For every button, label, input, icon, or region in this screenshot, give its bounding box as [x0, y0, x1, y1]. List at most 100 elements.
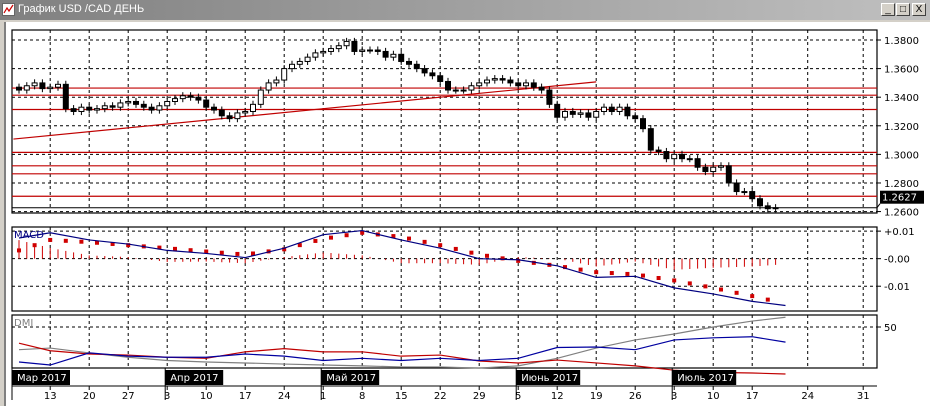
candle-body	[616, 106, 623, 112]
candle	[546, 86, 553, 108]
macd-signal-dot	[110, 241, 115, 246]
macd-axis-label: +0.01	[884, 227, 915, 238]
candle-body	[679, 153, 685, 160]
date-tick-label: 24	[278, 391, 291, 402]
candle-body	[156, 105, 163, 111]
candle	[187, 92, 194, 101]
title-bar: График USD /CAD ДЕНЬ _ □ X	[0, 0, 930, 20]
macd-signal-dot	[391, 234, 396, 239]
candle-body	[242, 110, 249, 114]
candle	[86, 103, 93, 114]
macd-signal-dot	[407, 236, 411, 241]
dmi-minus-di-line	[18, 342, 786, 375]
macd-signal-dot	[734, 290, 739, 295]
candle	[421, 65, 428, 77]
candle	[218, 106, 225, 120]
close-button[interactable]: X	[912, 3, 926, 16]
macd-signal-dot	[703, 284, 708, 289]
candle-body	[351, 40, 358, 52]
candle	[312, 49, 319, 61]
candle-body	[273, 79, 280, 84]
candle	[530, 79, 537, 91]
candle-body	[16, 86, 22, 91]
candle	[125, 97, 132, 107]
candle-body	[733, 182, 740, 193]
candle-body	[218, 109, 225, 117]
candle	[226, 112, 233, 123]
candle	[554, 100, 561, 121]
macd-signal-dot	[656, 276, 661, 281]
candle	[242, 107, 249, 117]
candle-body	[546, 89, 553, 105]
candle	[710, 163, 717, 176]
candle	[437, 72, 444, 86]
price-axis-label: 1.2800	[884, 179, 919, 190]
candle	[335, 42, 342, 53]
macd-signal-dot	[344, 233, 349, 238]
candle-body	[31, 82, 38, 87]
candle	[172, 95, 178, 106]
price-axis-label: 1.3600	[884, 65, 919, 76]
candle	[39, 79, 46, 93]
month-label-box	[321, 370, 380, 385]
candle-body	[140, 103, 147, 108]
macd-signal-dot	[157, 245, 162, 250]
candle	[491, 75, 498, 84]
window-title: График USD /CAD ДЕНЬ	[18, 3, 145, 15]
candle-body	[148, 106, 155, 111]
candle-body	[562, 110, 568, 118]
macd-signal-dot	[672, 278, 677, 283]
macd-signal-dot	[251, 251, 255, 256]
candle	[702, 163, 709, 176]
candle-body	[367, 49, 373, 52]
candle-body	[702, 166, 709, 173]
candle	[320, 47, 327, 57]
candle	[234, 109, 241, 123]
candle	[507, 76, 514, 87]
candle	[679, 150, 685, 163]
date-tick-label: 22	[434, 391, 447, 402]
macd-signal-dot	[641, 273, 645, 278]
candle	[655, 146, 662, 156]
month-label: Мар 2017	[17, 373, 67, 384]
candle-body	[133, 100, 139, 105]
macd-signal-dot	[360, 230, 365, 235]
macd-label: MACD	[14, 230, 44, 241]
candle	[328, 45, 334, 56]
date-tick-label: 17	[239, 391, 252, 402]
candle	[413, 60, 420, 73]
candle	[250, 100, 256, 116]
candle-body	[491, 78, 498, 81]
date-tick-label: 12	[551, 391, 564, 402]
candle-body	[445, 80, 451, 91]
candle-body	[530, 82, 537, 88]
date-tick-label: 20	[83, 391, 96, 402]
macd-signal-dot	[609, 271, 614, 276]
candle-body	[718, 165, 724, 168]
candle-body	[764, 205, 771, 210]
candle	[663, 147, 670, 163]
candle	[94, 105, 100, 114]
macd-signal-dot	[126, 243, 131, 248]
date-tick-label: 17	[746, 391, 759, 402]
candle-body	[468, 85, 475, 91]
date-tick-label: 8	[359, 391, 365, 402]
candle	[281, 65, 288, 84]
candle-body	[390, 53, 397, 58]
maximize-button[interactable]: □	[896, 3, 910, 16]
candle	[608, 103, 615, 116]
macd-signal-dot	[297, 243, 302, 248]
candle-body	[593, 110, 600, 118]
minimize-button[interactable]: _	[881, 3, 895, 16]
candle	[304, 53, 311, 66]
candle	[686, 155, 693, 163]
candle-body	[250, 103, 256, 112]
candle	[476, 79, 483, 90]
macd-signal-dot	[687, 281, 692, 286]
candle	[47, 83, 54, 93]
candle	[265, 79, 272, 94]
candle-body	[172, 98, 178, 102]
candle	[359, 46, 366, 56]
date-tick-label: 31	[857, 391, 870, 402]
